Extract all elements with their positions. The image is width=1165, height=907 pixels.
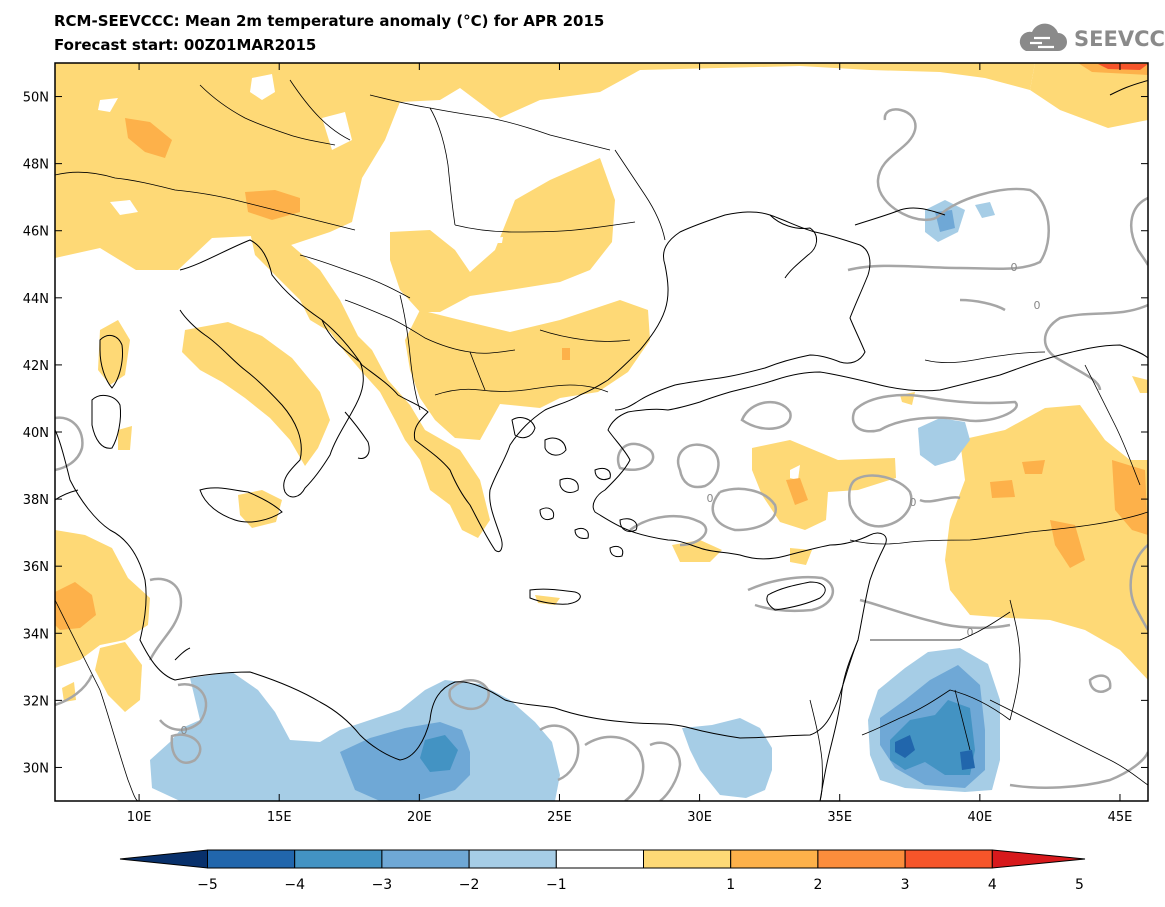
colorbar-label: −2: [459, 877, 480, 893]
lat-label: 42N: [23, 359, 49, 374]
lon-label: 30E: [687, 810, 712, 825]
contour-zero-labels: 0 0 0 0 0 0: [181, 261, 1041, 737]
colorbar: −5 −4 −3 −2 −1 1 2 3 4 5: [119, 849, 1086, 893]
warm-anomaly-regions: [55, 63, 1148, 712]
colorbar-box: [381, 849, 470, 869]
colorbar-label: −4: [284, 877, 305, 893]
country-borders: [55, 79, 1148, 801]
colorbar-min-triangle: [119, 849, 208, 869]
colorbar-box: [555, 849, 644, 869]
forecast-start-subtitle: Forecast start: 00Z01MAR2015: [54, 36, 317, 54]
latitude-axis: 50N 48N 46N 44N 42N 40N 38N 36N 34N 32N 30N: [23, 91, 1148, 776]
map-title: RCM-SEEVCCC: Mean 2m temperature anomaly…: [54, 12, 605, 30]
cloud-icon: [1019, 23, 1067, 51]
colorbar-label: −3: [372, 877, 393, 893]
logo-text: SEEVCCC: [1074, 27, 1165, 51]
warm-anomaly-3-4: [1098, 64, 1148, 70]
colorbar-box: [904, 849, 993, 869]
cold-anomaly-3-4: [420, 700, 975, 775]
lon-label: 40E: [967, 810, 992, 825]
contour-label: 0: [1034, 299, 1041, 312]
coastlines: [55, 80, 1148, 801]
colorbar-label: 3: [901, 877, 910, 893]
colorbar-box: [643, 849, 732, 869]
colorbar-box: [817, 849, 906, 869]
longitude-axis: 10E 15E 20E 25E 30E 35E 40E 45E: [127, 63, 1133, 825]
colorbar-label: 5: [1075, 877, 1084, 893]
contour-label: 0: [910, 496, 917, 509]
cold-anomaly-4-5: [895, 735, 975, 770]
lat-label: 46N: [23, 225, 49, 240]
colorbar-box: [294, 849, 383, 869]
lat-label: 36N: [23, 560, 49, 575]
contour-label: 0: [967, 626, 974, 639]
lon-label: 10E: [127, 810, 152, 825]
colorbar-label: 4: [988, 877, 997, 893]
colorbar-box: [207, 849, 296, 869]
contour-label: 0: [181, 724, 188, 737]
colorbar-label: 1: [726, 877, 735, 893]
lon-label: 20E: [407, 810, 432, 825]
colorbar-box: [468, 849, 557, 869]
contour-label: 0: [707, 492, 714, 505]
colorbar-box: [730, 849, 819, 869]
lat-label: 40N: [23, 426, 49, 441]
lat-label: 38N: [23, 493, 49, 508]
lon-label: 45E: [1108, 810, 1133, 825]
colorbar-label: −5: [197, 877, 218, 893]
map-plot-area: 0 0 0 0 0 0: [55, 63, 1148, 801]
contour-label: 0: [1011, 261, 1018, 274]
zero-contours: [55, 108, 1148, 801]
lat-label: 48N: [23, 158, 49, 173]
seevccc-logo: SEEVCCC: [1016, 22, 1165, 56]
lat-label: 50N: [23, 91, 49, 106]
lat-label: 44N: [23, 292, 49, 307]
lat-label: 32N: [23, 694, 49, 709]
lat-label: 30N: [23, 761, 49, 776]
colorbar-label: 2: [813, 877, 822, 893]
lon-label: 15E: [267, 810, 292, 825]
lon-label: 35E: [827, 810, 852, 825]
lon-label: 25E: [547, 810, 572, 825]
colorbar-label: −1: [546, 877, 567, 893]
colorbar-max-triangle: [991, 849, 1086, 869]
lat-label: 34N: [23, 627, 49, 642]
